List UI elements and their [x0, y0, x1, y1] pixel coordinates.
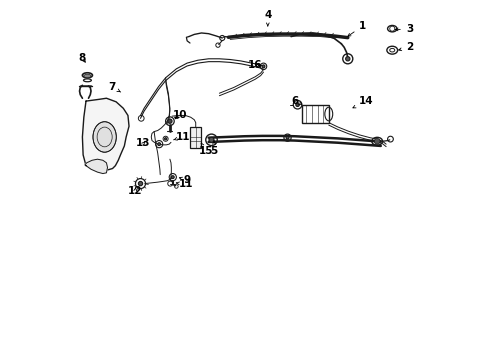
Text: 9: 9 [179, 175, 190, 185]
Text: 1: 1 [347, 21, 366, 36]
Circle shape [171, 176, 174, 179]
Text: 8: 8 [79, 53, 86, 63]
Text: 5: 5 [210, 141, 217, 156]
Circle shape [208, 137, 214, 142]
Circle shape [285, 136, 288, 139]
Circle shape [295, 103, 299, 107]
Circle shape [158, 143, 160, 145]
Polygon shape [85, 159, 107, 174]
Text: 16: 16 [247, 60, 262, 70]
Circle shape [167, 119, 172, 123]
Text: 15: 15 [198, 143, 213, 156]
Text: 14: 14 [352, 96, 373, 108]
Circle shape [164, 138, 166, 140]
Text: 4: 4 [264, 10, 271, 26]
Text: 13: 13 [136, 139, 150, 148]
Text: 6: 6 [290, 96, 301, 106]
Text: 11: 11 [176, 179, 193, 189]
Text: 12: 12 [128, 186, 142, 197]
Text: 2: 2 [398, 42, 412, 52]
Ellipse shape [93, 122, 116, 152]
Text: 11: 11 [173, 132, 190, 142]
Bar [190, 127, 201, 148]
Circle shape [345, 57, 349, 61]
Circle shape [373, 138, 379, 144]
Circle shape [262, 65, 264, 68]
Text: 10: 10 [172, 111, 187, 121]
Text: 3: 3 [394, 24, 412, 35]
Polygon shape [82, 98, 129, 170]
Ellipse shape [83, 74, 91, 78]
Circle shape [138, 181, 142, 186]
FancyBboxPatch shape [301, 105, 328, 123]
Text: 7: 7 [108, 82, 121, 92]
